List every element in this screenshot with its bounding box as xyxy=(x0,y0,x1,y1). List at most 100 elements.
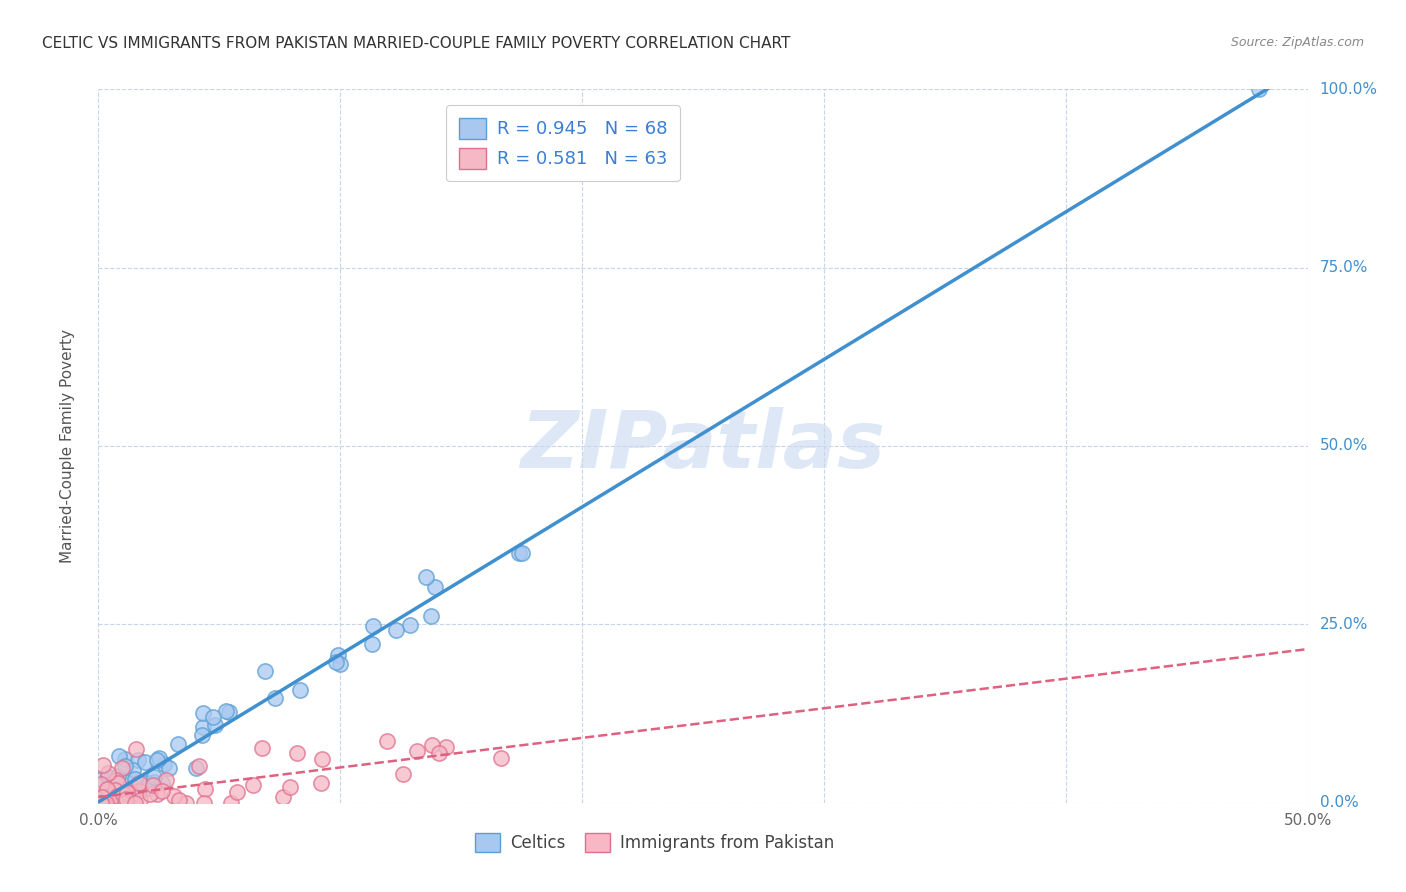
Point xyxy=(107,796,129,810)
Point xyxy=(98,796,121,810)
Point xyxy=(190,728,212,742)
Point xyxy=(250,741,273,756)
Text: CELTIC VS IMMIGRANTS FROM PAKISTAN MARRIED-COUPLE FAMILY POVERTY CORRELATION CHA: CELTIC VS IMMIGRANTS FROM PAKISTAN MARRI… xyxy=(42,36,790,51)
Point xyxy=(328,648,350,662)
Point xyxy=(107,749,129,764)
Point xyxy=(107,776,129,790)
Point xyxy=(93,794,115,808)
Point xyxy=(90,796,112,810)
Point xyxy=(97,796,120,810)
Point xyxy=(114,796,136,810)
Point xyxy=(128,776,150,790)
Point xyxy=(104,796,127,810)
Point xyxy=(108,796,131,810)
Point xyxy=(117,796,139,810)
Text: 0.0%: 0.0% xyxy=(1320,796,1358,810)
Point xyxy=(271,789,294,804)
Text: 25.0%: 25.0% xyxy=(1320,617,1368,632)
Point xyxy=(110,796,132,810)
Point xyxy=(104,783,127,797)
Point xyxy=(167,793,190,807)
Point xyxy=(187,759,209,773)
Point xyxy=(128,784,150,798)
Point xyxy=(204,718,226,732)
Point xyxy=(120,789,142,804)
Point xyxy=(163,789,186,804)
Point xyxy=(174,796,197,810)
Point xyxy=(219,796,242,810)
Point xyxy=(184,760,207,774)
Point xyxy=(215,704,238,718)
Point xyxy=(98,796,121,810)
Point xyxy=(90,788,112,802)
Y-axis label: Married-Couple Family Poverty: Married-Couple Family Poverty xyxy=(60,329,75,563)
Point xyxy=(115,796,138,810)
Point xyxy=(111,787,134,801)
Point xyxy=(399,618,422,632)
Point xyxy=(135,776,157,790)
Point xyxy=(242,778,264,792)
Point xyxy=(226,785,249,799)
Point xyxy=(191,706,214,720)
Point xyxy=(157,761,180,775)
Point xyxy=(139,787,162,801)
Point xyxy=(434,739,457,754)
Point xyxy=(150,784,173,798)
Point xyxy=(191,720,214,734)
Point xyxy=(278,780,301,794)
Point xyxy=(328,657,350,671)
Point xyxy=(121,796,143,810)
Point xyxy=(143,775,166,789)
Point xyxy=(114,786,136,800)
Point xyxy=(112,792,135,806)
Point xyxy=(93,796,115,810)
Point xyxy=(391,767,413,781)
Point xyxy=(115,775,138,789)
Point xyxy=(90,772,112,786)
Point xyxy=(111,761,134,775)
Legend: Celtics, Immigrants from Pakistan: Celtics, Immigrants from Pakistan xyxy=(468,826,841,859)
Point xyxy=(489,751,512,765)
Point xyxy=(90,796,112,810)
Text: ZIPatlas: ZIPatlas xyxy=(520,407,886,485)
Point xyxy=(508,546,530,560)
Point xyxy=(112,788,135,802)
Point xyxy=(427,747,450,761)
Text: Source: ZipAtlas.com: Source: ZipAtlas.com xyxy=(1230,36,1364,49)
Point xyxy=(107,769,129,783)
Point xyxy=(153,757,176,772)
Point xyxy=(90,796,112,810)
Point xyxy=(124,772,146,786)
Point xyxy=(263,690,285,705)
Point xyxy=(104,772,127,787)
Point xyxy=(121,787,143,801)
Point xyxy=(125,742,148,756)
Point xyxy=(117,787,139,801)
Point xyxy=(145,788,167,802)
Text: 100.0%: 100.0% xyxy=(1320,82,1378,96)
Point xyxy=(146,753,169,767)
Point xyxy=(142,770,165,784)
Point xyxy=(94,796,117,810)
Point xyxy=(101,796,124,810)
Point xyxy=(90,796,112,810)
Point xyxy=(285,747,308,761)
Point xyxy=(103,774,125,789)
Point xyxy=(425,581,447,595)
Point xyxy=(115,796,138,810)
Point xyxy=(127,753,149,767)
Point xyxy=(193,796,215,810)
Point xyxy=(218,705,240,719)
Point xyxy=(91,796,114,810)
Point xyxy=(124,796,146,810)
Text: 75.0%: 75.0% xyxy=(1320,260,1368,275)
Point xyxy=(155,773,177,788)
Point xyxy=(377,733,399,747)
Point xyxy=(148,750,170,764)
Point xyxy=(415,570,437,584)
Point xyxy=(121,780,143,794)
Point xyxy=(420,739,443,753)
Point xyxy=(114,752,136,766)
Point xyxy=(114,759,136,773)
Text: 50.0%: 50.0% xyxy=(1320,439,1368,453)
